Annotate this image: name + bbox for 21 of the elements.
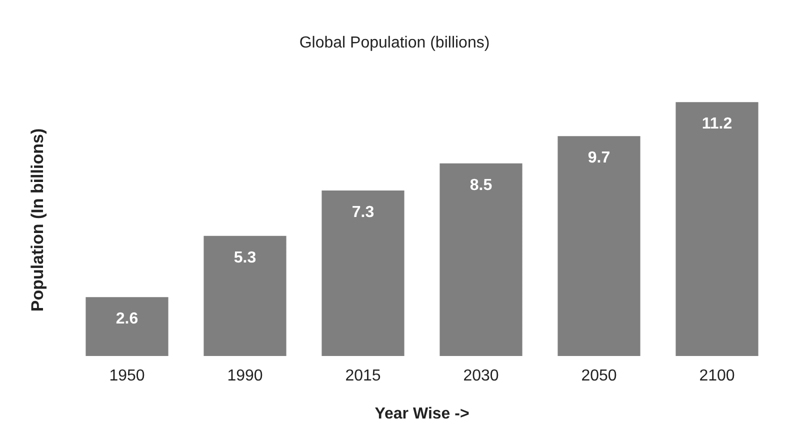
bar xyxy=(676,102,758,356)
chart-title: Global Population (billions) xyxy=(299,34,490,52)
bar xyxy=(204,236,286,356)
bar xyxy=(322,190,404,356)
x-tick-label: 2050 xyxy=(581,368,617,384)
bar xyxy=(86,297,168,356)
data-label: 9.7 xyxy=(588,150,610,167)
data-label: 2.6 xyxy=(116,310,138,328)
x-tick-label: 1990 xyxy=(227,368,263,384)
x-tick-label: 2015 xyxy=(345,368,381,384)
x-tick-label: 2030 xyxy=(463,368,499,384)
data-label: 8.5 xyxy=(470,176,492,194)
x-axis-title: Year Wise -> xyxy=(374,406,470,422)
data-label: 11.2 xyxy=(702,116,732,133)
bar xyxy=(440,163,522,356)
x-tick-label: 2100 xyxy=(699,368,735,384)
data-label: 7.3 xyxy=(352,204,374,222)
x-tick-label: 1950 xyxy=(109,368,145,384)
data-label: 5.3 xyxy=(234,249,256,266)
bar xyxy=(558,136,640,356)
y-axis-title: Population (In billions) xyxy=(28,128,47,312)
